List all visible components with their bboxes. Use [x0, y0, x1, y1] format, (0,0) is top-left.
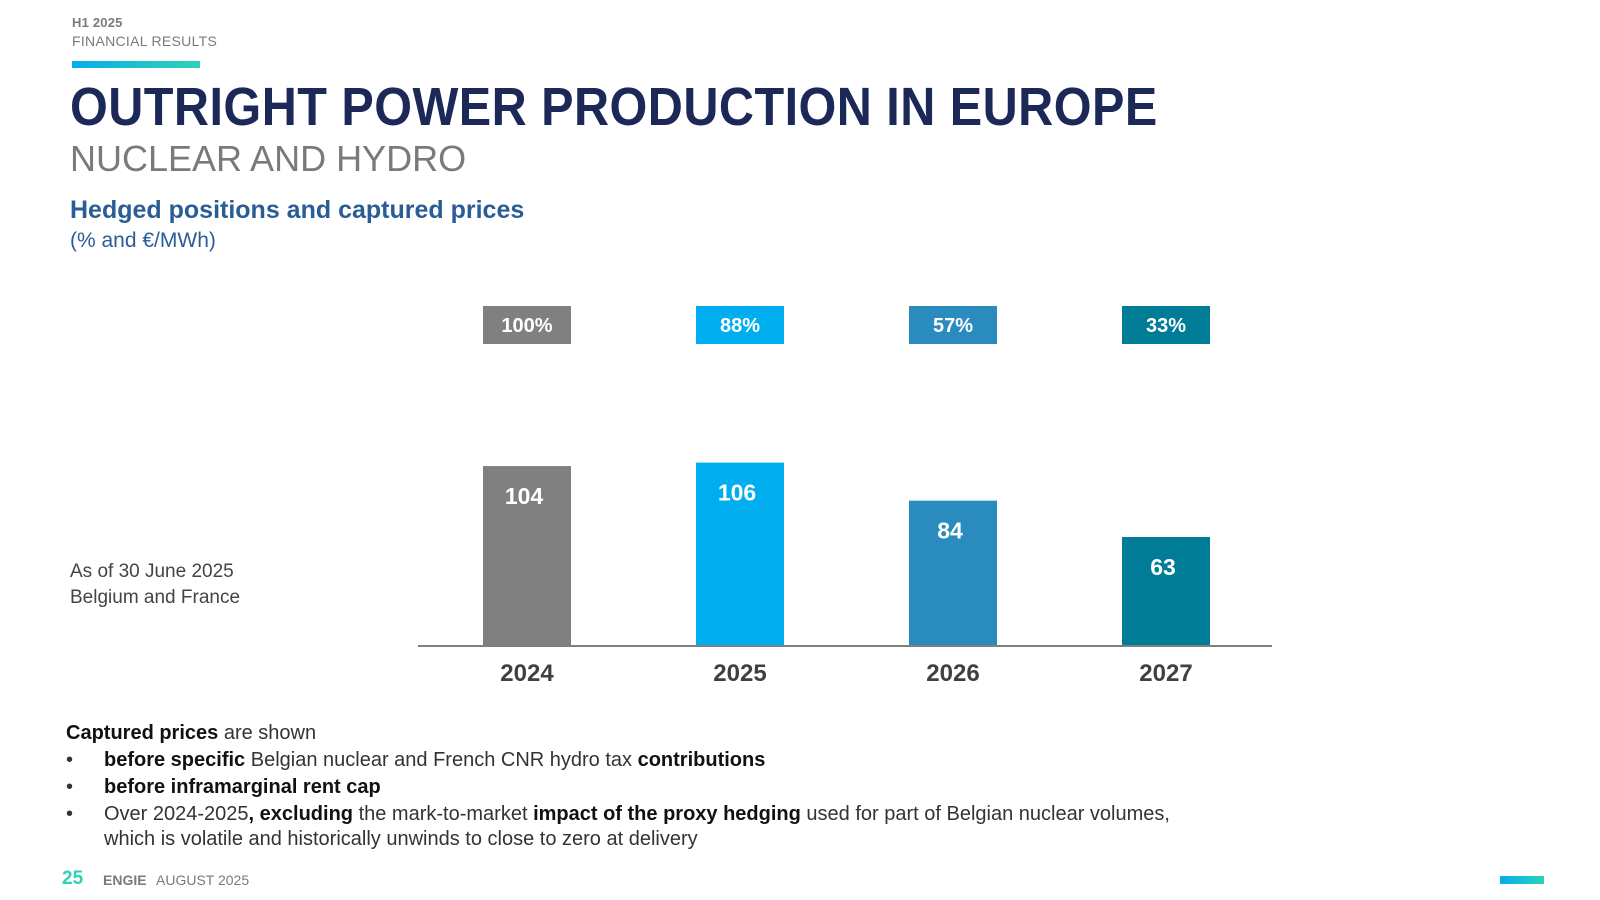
x-tick-label: 2024 — [500, 660, 554, 687]
hedge-box — [483, 306, 571, 344]
report-period: H1 2025 — [72, 15, 123, 30]
notes-block: Captured prices are shown before specifi… — [66, 720, 1346, 850]
price-label: 63 — [1150, 554, 1176, 580]
price-label: 104 — [505, 483, 544, 509]
report-section: FINANCIAL RESULTS — [72, 33, 218, 49]
header-accent-bar — [72, 61, 200, 68]
x-tick-label: 2027 — [1139, 660, 1192, 687]
hedge-label: 57% — [933, 315, 973, 337]
side-note: As of 30 June 2025 Belgium and France — [70, 559, 240, 611]
hedge-box — [1122, 306, 1210, 344]
footer-brand: ENGIE — [103, 872, 147, 888]
bar-chart: 100% 104 2024 88% 106 2025 57% 84 2026 33% 63 2027 — [418, 306, 1272, 687]
chart-title: Hedged positions and captured prices — [70, 196, 525, 224]
note-item: before specific Belgian nuclear and Fren… — [66, 747, 1346, 774]
hedge-box — [696, 306, 784, 344]
price-label: 84 — [937, 518, 963, 544]
price-bar — [1122, 537, 1210, 646]
hedge-box — [909, 306, 997, 344]
footer-date: AUGUST 2025 — [156, 872, 250, 888]
price-label: 106 — [718, 480, 756, 506]
chart-units: (% and €/MWh) — [70, 229, 216, 252]
hedge-label: 33% — [1146, 315, 1186, 337]
note-item: before inframarginal rent cap — [66, 774, 1346, 801]
hedge-label: 100% — [501, 315, 552, 337]
page-subtitle: NUCLEAR AND HYDRO — [70, 138, 467, 179]
price-bar — [909, 500, 997, 646]
price-bar — [696, 462, 784, 646]
note-item: Over 2024-2025, excluding the mark-to-ma… — [66, 801, 1346, 850]
side-note-date: As of 30 June 2025 — [70, 561, 234, 582]
side-note-scope: Belgium and France — [70, 587, 241, 608]
price-bar — [483, 466, 571, 646]
footer-accent-bar — [1500, 876, 1544, 884]
notes-list: before specific Belgian nuclear and Fren… — [66, 747, 1346, 850]
hedge-label: 88% — [720, 315, 760, 337]
page-title: OUTRIGHT POWER PRODUCTION IN EUROPE — [70, 77, 1158, 137]
x-tick-label: 2026 — [926, 660, 979, 687]
x-tick-label: 2025 — [713, 660, 766, 687]
notes-intro: Captured prices are shown — [66, 722, 317, 744]
page-number: 25 — [62, 868, 84, 889]
